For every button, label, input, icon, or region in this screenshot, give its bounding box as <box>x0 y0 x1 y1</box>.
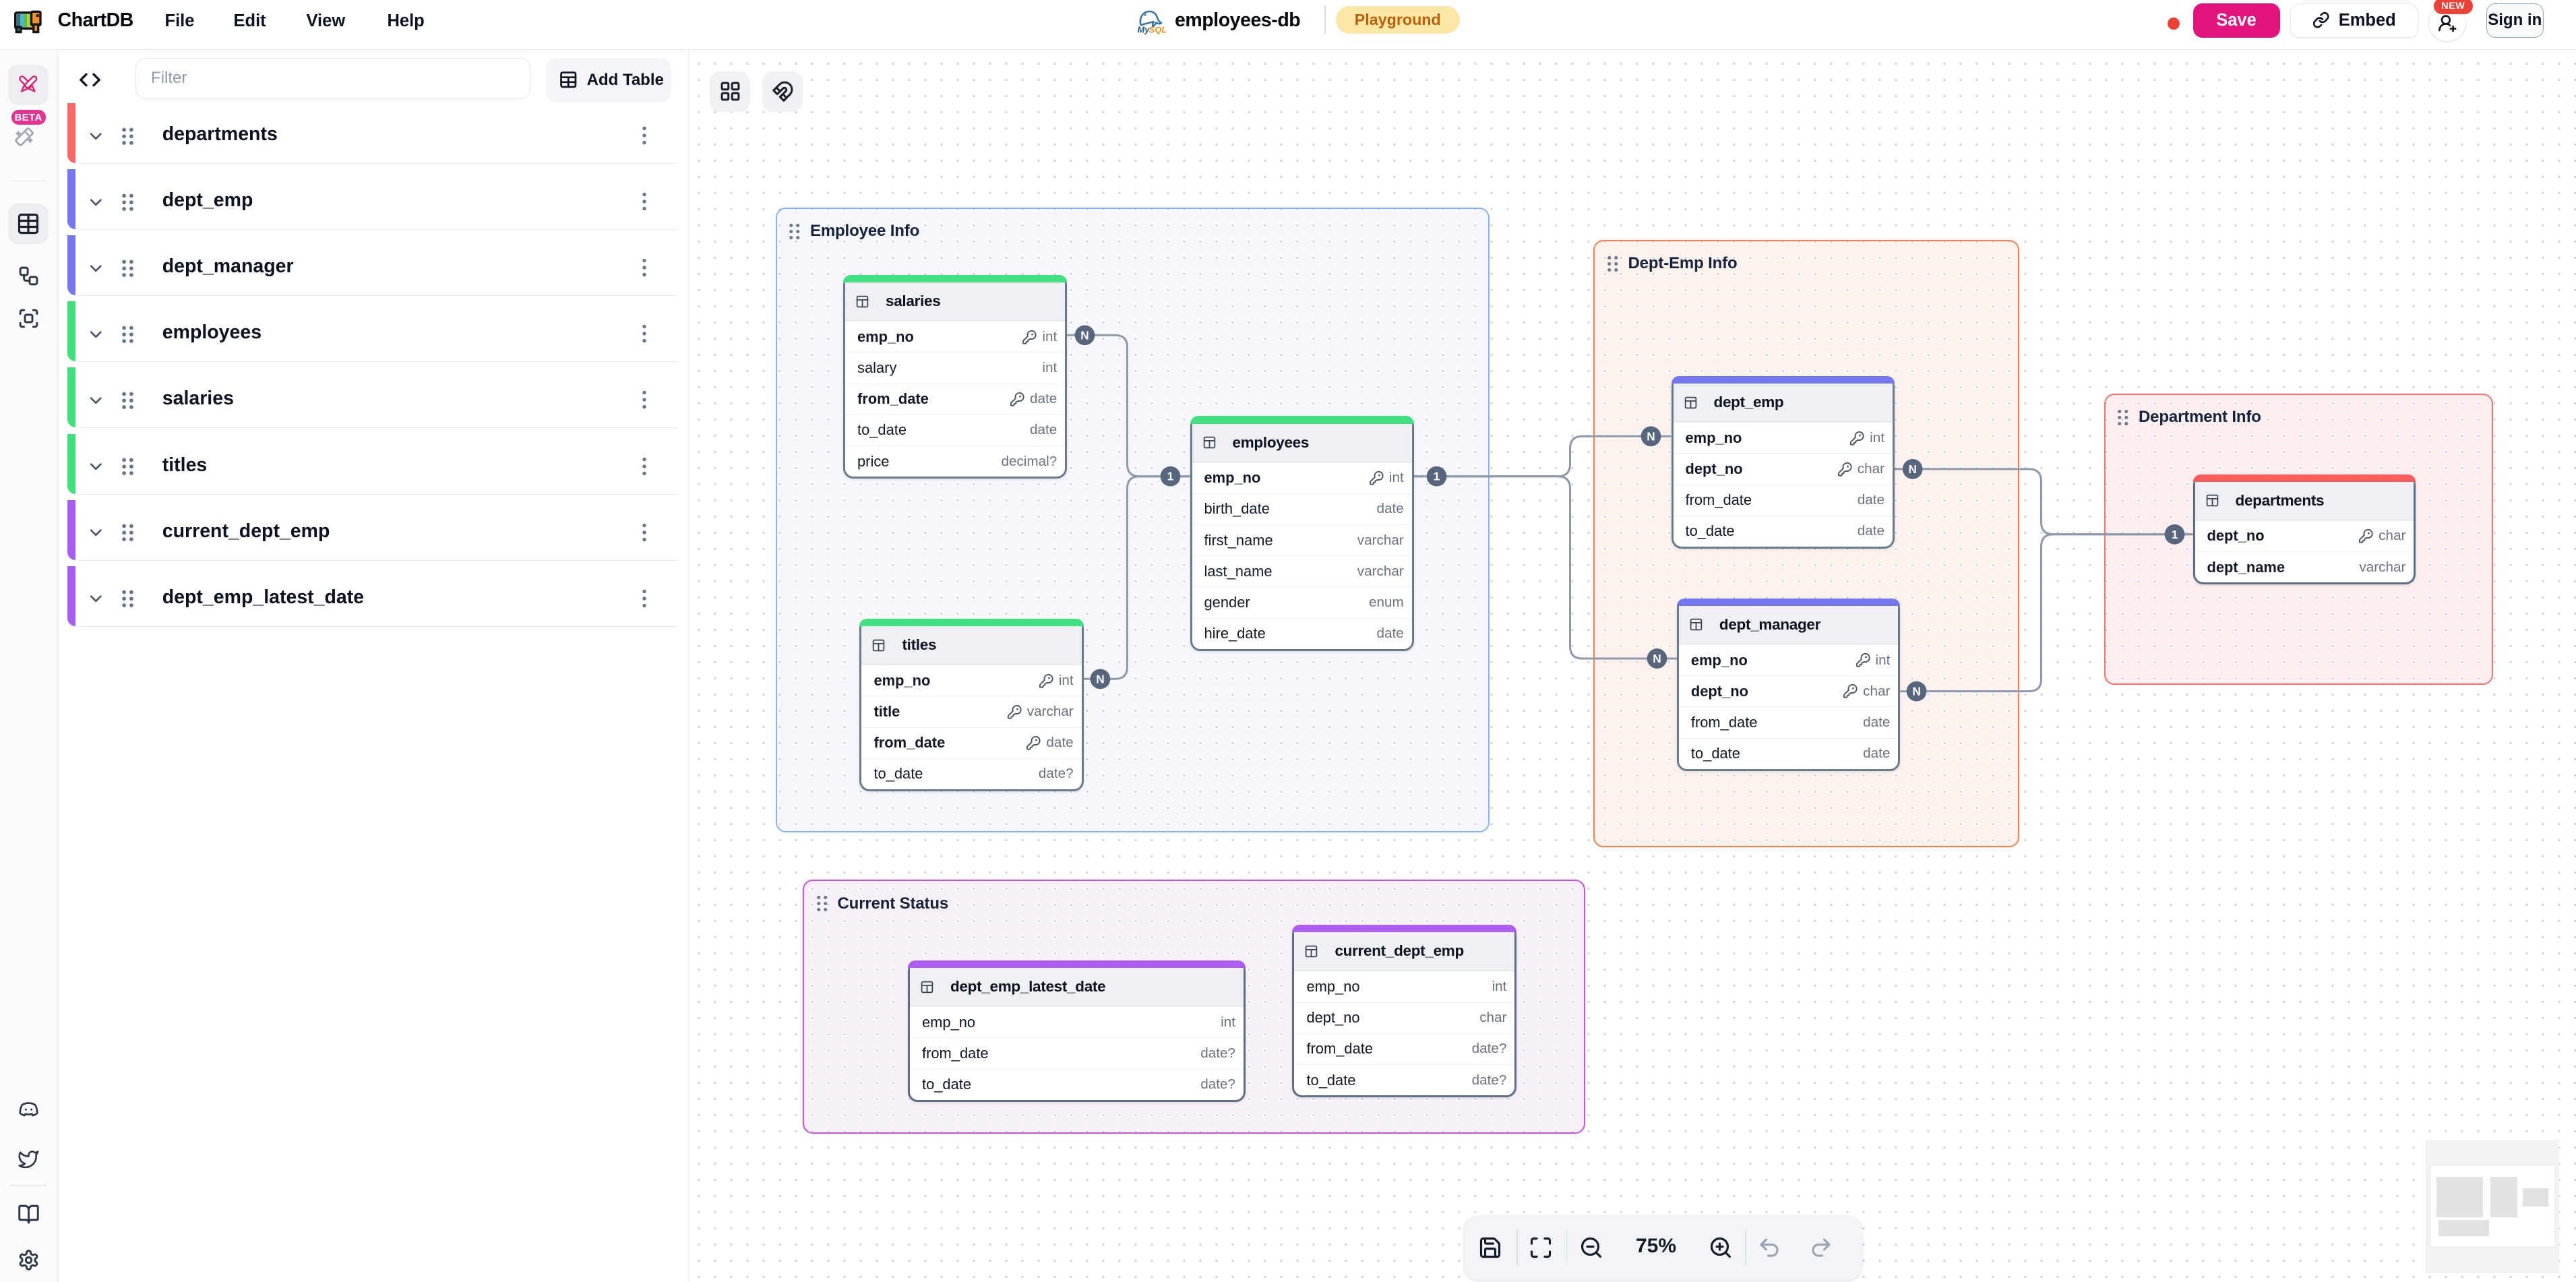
svg-text:N: N <box>1653 652 1661 665</box>
svg-text:N: N <box>1080 328 1088 342</box>
svg-text:N: N <box>1912 684 1920 698</box>
svg-text:1: 1 <box>1434 469 1440 483</box>
svg-text:1: 1 <box>1167 469 1174 483</box>
svg-text:My: My <box>1138 24 1151 34</box>
svg-text:N: N <box>1096 672 1104 685</box>
svg-text:1: 1 <box>2172 527 2178 541</box>
svg-text:N: N <box>1647 429 1655 443</box>
svg-text:SQL: SQL <box>1149 24 1167 34</box>
svg-text:N: N <box>1908 462 1916 475</box>
